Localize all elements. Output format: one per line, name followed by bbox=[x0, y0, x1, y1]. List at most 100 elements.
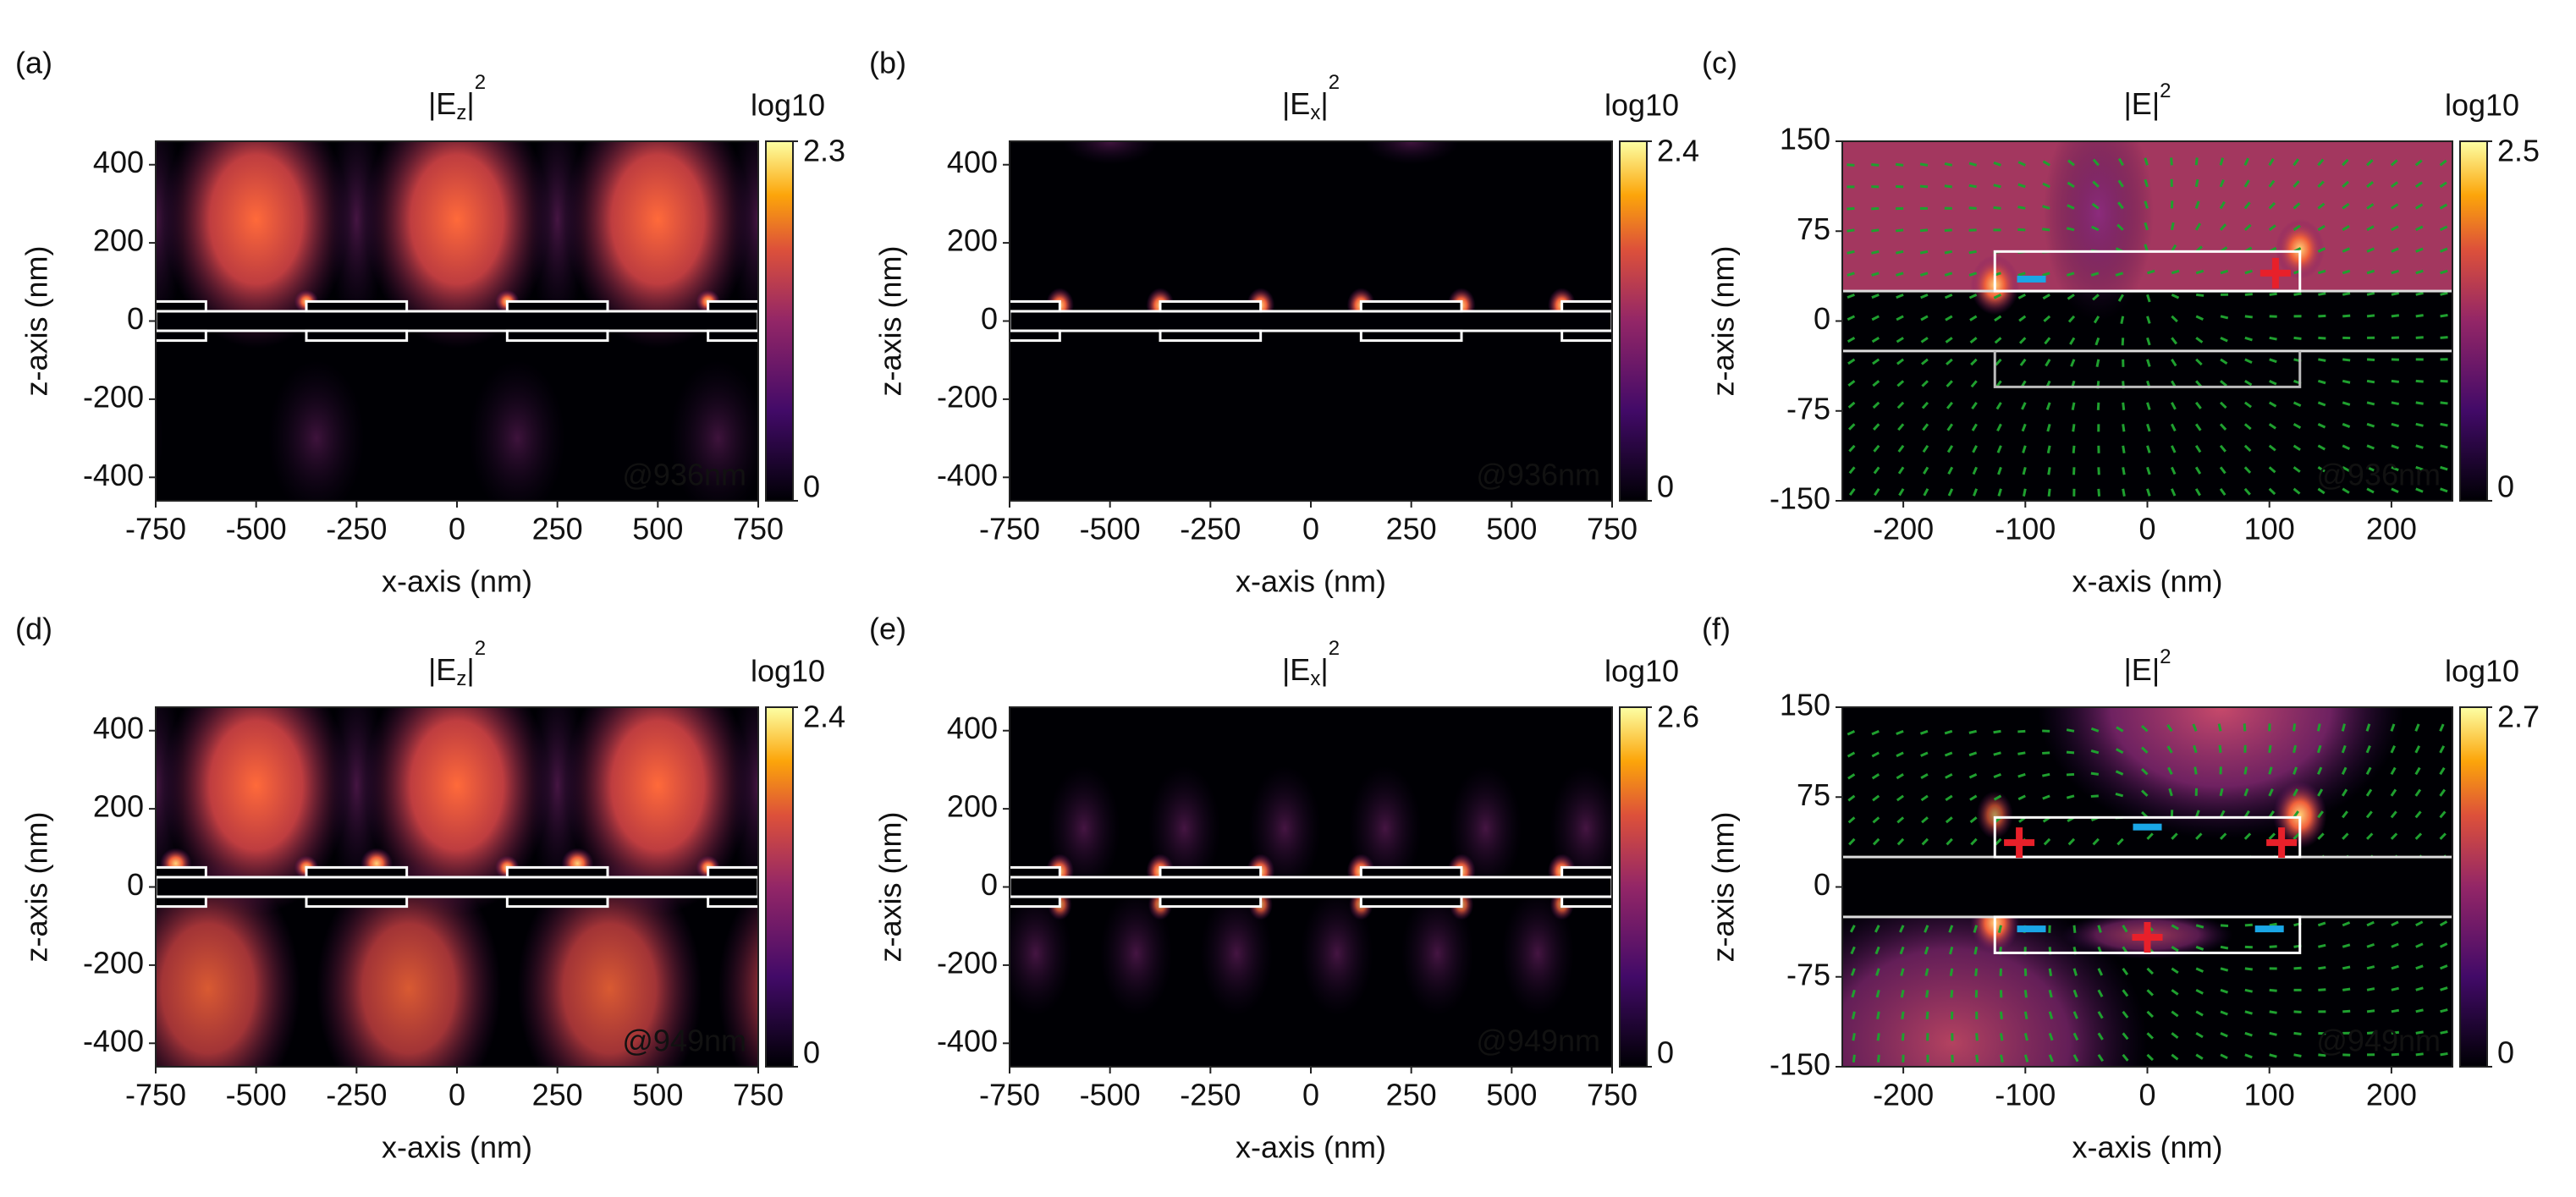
field-arrow bbox=[1971, 401, 1978, 410]
field-arrow bbox=[2318, 292, 2326, 296]
title-part: 2 bbox=[2160, 80, 2171, 102]
colorbar-label: log10 bbox=[1604, 88, 1679, 123]
field-arrow bbox=[2414, 810, 2422, 819]
field-arrow bbox=[1896, 837, 1905, 846]
field-arrow bbox=[2195, 1010, 2204, 1017]
x-tick-label: 200 bbox=[2366, 1078, 2417, 1112]
y-tick-label: 400 bbox=[947, 711, 998, 745]
x-tick-label: 750 bbox=[1587, 1078, 1638, 1112]
x-tick-label: 0 bbox=[2138, 1078, 2155, 1112]
field-arrow bbox=[1847, 773, 1856, 780]
field-arrow bbox=[2244, 1010, 2253, 1015]
field-arrow bbox=[2342, 180, 2349, 188]
field-arrow bbox=[1871, 228, 1880, 233]
field-arrow bbox=[2220, 967, 2229, 972]
colorbar bbox=[2459, 140, 2488, 502]
x-tick-label: -500 bbox=[226, 512, 287, 546]
colorbar-tick-label: 0 bbox=[1657, 1035, 1674, 1070]
field-arrow bbox=[2440, 313, 2448, 318]
field-arrow bbox=[2146, 832, 2154, 840]
y-axis-label: z-axis (nm) bbox=[19, 812, 54, 963]
field-arrow bbox=[1923, 466, 1929, 475]
field-arrow bbox=[1921, 401, 1929, 409]
field-arrow bbox=[1919, 228, 1929, 233]
colorbar-tick-label: 0 bbox=[803, 1035, 820, 1070]
colorbar-tick-label: 0 bbox=[1657, 469, 1674, 504]
field-arrow bbox=[1970, 380, 1978, 388]
field-arrow bbox=[1873, 444, 1880, 453]
y-tick-label: -200 bbox=[83, 945, 144, 980]
field-arrow bbox=[2219, 200, 2226, 210]
field-arrow bbox=[2317, 401, 2326, 407]
field-arrow bbox=[2144, 200, 2149, 209]
field-arrow bbox=[2318, 988, 2326, 991]
field-arrow bbox=[2017, 794, 2026, 801]
field-arrow bbox=[2017, 272, 2026, 277]
field-arrow bbox=[1872, 380, 1880, 387]
colorbar-tick-label: 2.6 bbox=[1657, 700, 1699, 734]
field-arrow bbox=[2318, 943, 2326, 948]
field-arrow bbox=[2318, 1031, 2326, 1035]
field-arrow bbox=[2219, 466, 2226, 475]
panel-title: |E|2 bbox=[2123, 645, 2171, 686]
field-arrow bbox=[2342, 487, 2350, 494]
field-arrow bbox=[2415, 225, 2424, 232]
field-arrow bbox=[2366, 203, 2375, 210]
field-arrow bbox=[1851, 1011, 1856, 1019]
field-arrow bbox=[2317, 487, 2326, 495]
field-arrow bbox=[2440, 1030, 2448, 1035]
field-arrow bbox=[2122, 989, 2129, 997]
field-arrow bbox=[1849, 925, 1856, 933]
y-axis-label: z-axis (nm) bbox=[19, 246, 54, 397]
field-arrow bbox=[1850, 968, 1856, 976]
field-arrow bbox=[1946, 358, 1953, 365]
field-arrow bbox=[1896, 272, 1904, 277]
field-arrow bbox=[2391, 379, 2400, 383]
field-glow bbox=[1010, 891, 1072, 1016]
field-arrow bbox=[2390, 810, 2397, 819]
field-arrow bbox=[2440, 487, 2448, 493]
x-axis-label: x-axis (nm) bbox=[2072, 1130, 2223, 1165]
field-arrow bbox=[2415, 422, 2424, 427]
field-arrow bbox=[1898, 488, 1905, 497]
field-arrow bbox=[2116, 223, 2124, 231]
slab bbox=[1842, 855, 2452, 919]
field-glow bbox=[1362, 141, 1460, 165]
field-arrow bbox=[2366, 987, 2375, 991]
field-arrow bbox=[1968, 729, 1977, 734]
charge-minus bbox=[2017, 275, 2046, 283]
field-arrow bbox=[1944, 184, 1952, 189]
field-arrow bbox=[2116, 201, 2124, 210]
field-arrow bbox=[2440, 269, 2448, 275]
field-arrow bbox=[1946, 401, 1953, 409]
slab bbox=[156, 310, 758, 332]
y-tick-label: -200 bbox=[937, 379, 998, 414]
field-arrow bbox=[2171, 359, 2177, 367]
x-tick-label: 750 bbox=[1587, 512, 1638, 546]
title-part: z bbox=[456, 102, 466, 124]
colorbar bbox=[2459, 706, 2488, 1068]
field-arrow bbox=[2066, 772, 2075, 777]
field-arrow bbox=[2144, 178, 2149, 188]
field-arrow bbox=[2072, 1032, 2079, 1041]
field-arrow bbox=[2268, 744, 2272, 754]
field-arrow bbox=[1993, 206, 2001, 210]
field-arrow bbox=[2391, 247, 2399, 253]
field-arrow bbox=[2122, 1010, 2129, 1019]
annotation: @949nm bbox=[2316, 1024, 2441, 1058]
field-arrow bbox=[1973, 925, 1979, 933]
field-arrow bbox=[1919, 162, 1929, 167]
field-arrow bbox=[2219, 832, 2227, 840]
field-arrow bbox=[2243, 201, 2251, 210]
field-arrow bbox=[1995, 402, 2002, 410]
field-arrow bbox=[2391, 920, 2399, 927]
field-arrow bbox=[1875, 989, 1880, 998]
field-arrow bbox=[2243, 423, 2252, 431]
field-arrow bbox=[2066, 750, 2075, 755]
field-arrow bbox=[1947, 466, 1954, 475]
structure-outline bbox=[305, 299, 409, 313]
structure-outline bbox=[156, 329, 207, 343]
field-arrow bbox=[2194, 401, 2202, 409]
field-arrow bbox=[2067, 159, 2075, 167]
field-arrow bbox=[2220, 269, 2229, 275]
